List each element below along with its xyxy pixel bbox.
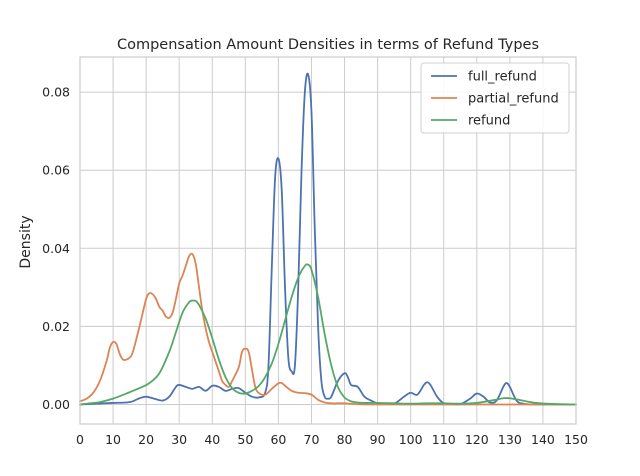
series-line-partial-refund (79, 252, 577, 406)
x-tick-label: 60 (270, 432, 286, 447)
x-tick-label: 10 (105, 432, 121, 447)
x-tick-label: 50 (237, 432, 253, 447)
legend-box (420, 62, 570, 134)
y-axis-label: Density (18, 215, 34, 268)
legend-label: full_refund (468, 70, 537, 85)
x-tick-label: 90 (370, 432, 386, 447)
y-tick-label: 0.08 (42, 85, 70, 100)
y-axis-ticks: 0.00 0.02 0.04 0.06 0.08 (42, 85, 70, 412)
x-tick-label: 80 (337, 432, 353, 447)
y-tick-label: 0.06 (42, 163, 70, 178)
y-tick-label: 0.04 (42, 241, 70, 256)
x-tick-label: 140 (531, 432, 555, 447)
plot-frame (79, 56, 577, 425)
series-lines (79, 72, 577, 406)
x-tick-label: 130 (498, 432, 522, 447)
chart-title: Compensation Amount Densities in terms o… (117, 37, 539, 53)
legend-label: refund (468, 114, 510, 129)
x-axis-ticks: 0 10 20 30 40 50 60 70 80 90 100 110 120 130 140 150 (76, 432, 588, 447)
x-tick-label: 150 (564, 432, 588, 447)
x-tick-label: 70 (304, 432, 320, 447)
x-tick-label: 100 (399, 432, 423, 447)
x-tick-label: 20 (138, 432, 154, 447)
x-tick-label: 120 (465, 432, 489, 447)
y-tick-label: 0.00 (42, 397, 70, 412)
series-line-refund (79, 263, 577, 406)
x-tick-label: 30 (171, 432, 187, 447)
x-tick-label: 40 (204, 432, 220, 447)
x-tick-label: 110 (432, 432, 456, 447)
legend-label: partial_refund (468, 92, 559, 107)
y-tick-label: 0.02 (42, 319, 70, 334)
x-tick-label: 0 (76, 432, 84, 447)
